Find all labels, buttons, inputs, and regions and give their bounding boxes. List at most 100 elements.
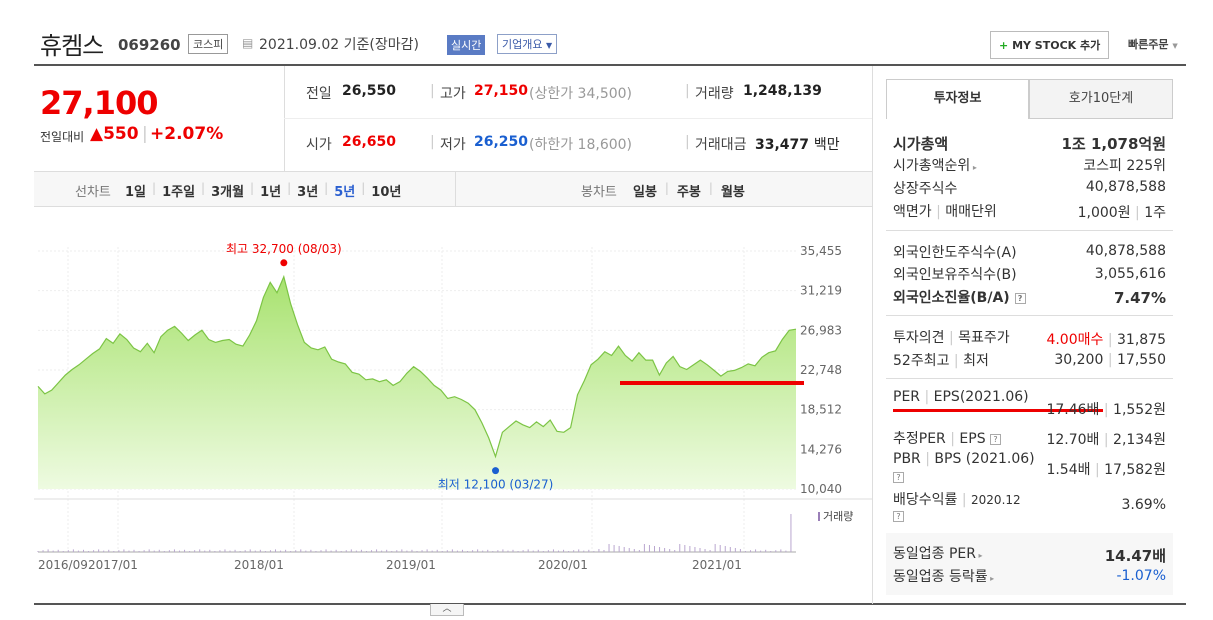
candle-chart-label: 봉차트 bbox=[581, 185, 617, 200]
industry-block bbox=[886, 533, 1173, 595]
open-label: 시가 bbox=[306, 137, 332, 153]
my-stock-add-button[interactable]: + MY STOCK 추가 bbox=[990, 31, 1110, 59]
line-chart-label: 선차트 bbox=[75, 185, 111, 200]
tab-order-book[interactable]: 호가10단계 bbox=[1029, 79, 1173, 119]
par-label: 액면가 | 매매단위 bbox=[893, 204, 997, 220]
y-tick-label: 35,455 bbox=[800, 244, 842, 258]
date-text: 2021.09.02 기준(장마감) bbox=[259, 37, 419, 53]
opinion-value: 4.00매수 | 31,875 bbox=[1046, 332, 1166, 348]
x-tick-label: 2021/01 bbox=[692, 558, 742, 572]
help-icon[interactable]: ? bbox=[893, 511, 904, 522]
red-annotation-line bbox=[620, 381, 804, 385]
prev-value: 26,550 bbox=[342, 83, 397, 99]
price-line bbox=[37, 274, 797, 459]
high-label: 고가 bbox=[440, 86, 466, 102]
week52-label: 52주최고 | 최저 bbox=[893, 353, 989, 369]
row-divider bbox=[284, 118, 872, 119]
high-value: 27,150 bbox=[474, 83, 529, 99]
x-tick-label: 2016/09 bbox=[38, 558, 88, 572]
week52-value: 30,200 | 17,550 bbox=[1054, 352, 1166, 368]
period-tabs: 1일 | 1주일 | 3개월 | 1년 | 3년 | 5년 | 10년 bbox=[125, 181, 401, 200]
separator: | bbox=[685, 134, 690, 150]
separator: | bbox=[201, 181, 206, 195]
divider: | bbox=[142, 124, 148, 144]
market-cap-label: 시가총액 bbox=[893, 135, 949, 153]
current-price: 27,100 bbox=[40, 84, 158, 122]
shares-value: 40,878,588 bbox=[1085, 179, 1166, 195]
separator: | bbox=[430, 83, 435, 99]
max-annotation: 최고 32,700 (08/03) bbox=[226, 242, 342, 256]
dividend-label: 배당수익률 | 2020.12 bbox=[893, 492, 1021, 508]
lower-limit: (하한가 18,600) bbox=[529, 137, 633, 153]
x-tick-label: 2018/01 bbox=[234, 558, 284, 572]
period-tab[interactable]: 3개월 bbox=[211, 185, 245, 200]
industry-rate-link[interactable]: 동일업종 등락률 ▸ bbox=[893, 569, 995, 585]
period-tab[interactable]: 3년 bbox=[297, 185, 319, 200]
candle-tab[interactable]: 일봉 bbox=[633, 185, 657, 200]
foreign-limit-value: 40,878,588 bbox=[1085, 243, 1166, 259]
realtime-button[interactable]: 실시간 bbox=[447, 35, 486, 55]
low-label: 저가 bbox=[440, 137, 466, 153]
quick-order-button[interactable]: 빠른주문 ▼ bbox=[1128, 38, 1178, 51]
y-tick-label: 18,512 bbox=[800, 403, 842, 417]
menu-divider bbox=[455, 171, 456, 207]
help-icon[interactable]: ? bbox=[990, 433, 1002, 445]
collapse-chevron-up-icon[interactable]: ︿ bbox=[430, 604, 464, 616]
opinion-label: 투자의견 | 목표주가 bbox=[893, 330, 1010, 346]
min-annotation: 최저 12,100 (03/27) bbox=[438, 478, 554, 492]
volume-label: 거래량 bbox=[695, 86, 734, 102]
period-tab[interactable]: 1주일 bbox=[162, 185, 196, 200]
amount-label: 거래대금 bbox=[695, 137, 747, 153]
y-tick-label: 14,276 bbox=[800, 442, 842, 456]
volume-value: 1,248,139 bbox=[743, 83, 822, 99]
separator: | bbox=[708, 181, 713, 195]
investment-panel bbox=[872, 66, 1186, 604]
stock-name: 휴켐스 bbox=[40, 32, 104, 60]
chart-menu-bar bbox=[34, 171, 872, 207]
help-icon[interactable]: ? bbox=[893, 472, 904, 483]
dividend-value: 3.69% bbox=[1121, 497, 1166, 513]
company-overview-button[interactable]: 기업개요 ▼ bbox=[497, 34, 558, 54]
foreign-hold-value: 3,055,616 bbox=[1094, 266, 1166, 282]
period-tab[interactable]: 1일 bbox=[125, 185, 147, 200]
separator: | bbox=[250, 181, 255, 195]
candle-tab[interactable]: 월봉 bbox=[720, 185, 745, 200]
foreign-limit-label: 외국인한도주식수(A) bbox=[893, 245, 1017, 261]
industry-per-value: 14.47배 bbox=[1104, 547, 1166, 565]
industry-per-link[interactable]: 동일업종 PER ▸ bbox=[893, 546, 983, 562]
change-pct: +2.07% bbox=[150, 124, 224, 144]
red-annotation-line bbox=[893, 409, 1103, 412]
help-icon[interactable]: ? bbox=[1014, 292, 1026, 304]
header-divider bbox=[34, 64, 1186, 66]
low-value: 26,250 bbox=[474, 134, 529, 150]
open-value: 26,650 bbox=[342, 134, 397, 150]
pbr-value: 1.54배 | 17,582원 bbox=[1046, 462, 1166, 478]
period-tab[interactable]: 5년 bbox=[334, 185, 356, 200]
price-chart[interactable]: 35,455 31,219 26,983 22,748 18,512 14,276 10,0… bbox=[34, 207, 872, 603]
chevron-right-icon: ▸ bbox=[970, 163, 977, 172]
est-per-value: 12.70배 | 2,134원 bbox=[1046, 432, 1166, 448]
candle-tabs: 일봉 | 주봉 | 월봉 bbox=[633, 181, 745, 200]
foreign-ratio-value: 7.47% bbox=[1113, 289, 1166, 307]
market-cap-rank: 코스피 225위 bbox=[1083, 158, 1166, 174]
chevron-down-icon: ▼ bbox=[545, 41, 553, 50]
change-label: 전일대비 bbox=[40, 130, 85, 144]
stock-code: 069260 bbox=[118, 36, 181, 54]
tab-investment-info[interactable]: 투자정보 bbox=[886, 79, 1029, 119]
y-tick-label: 10,040 bbox=[800, 482, 842, 496]
prev-label: 전일 bbox=[306, 86, 332, 102]
upper-limit: (상한가 34,500) bbox=[529, 86, 633, 102]
period-tab[interactable]: 10년 bbox=[371, 185, 402, 200]
bottom-divider bbox=[34, 603, 1186, 605]
separator: | bbox=[324, 181, 329, 195]
price-area bbox=[38, 276, 796, 489]
separator: | bbox=[664, 181, 669, 195]
chevron-down-icon: ▼ bbox=[1172, 42, 1178, 50]
pbr-label: PBR | BPS (2021.06) bbox=[893, 451, 1035, 467]
chevron-right-icon: ▸ bbox=[976, 551, 983, 560]
market-cap-rank-link[interactable]: 시가총액순위 ▸ bbox=[893, 158, 977, 174]
candle-tab[interactable]: 주봉 bbox=[676, 185, 701, 200]
up-arrow-icon: ▲ bbox=[90, 124, 104, 144]
period-tab[interactable]: 1년 bbox=[260, 185, 282, 200]
foreign-ratio-label: 외국인소진율(B/A) ? bbox=[893, 287, 1026, 307]
